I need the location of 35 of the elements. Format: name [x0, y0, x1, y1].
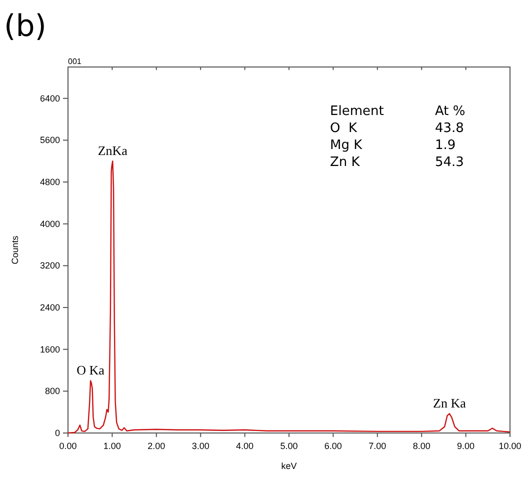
y-tick-label: 4800	[40, 177, 60, 188]
annotation: Element	[330, 104, 384, 119]
x-tick-label: 2.00	[148, 441, 166, 451]
annotation: O K	[330, 121, 358, 136]
x-tick-label: 3.00	[192, 441, 210, 451]
annotation: 43.8	[435, 121, 464, 136]
x-tick-label: 5.00	[280, 441, 298, 451]
annotation: 54.3	[435, 155, 464, 170]
x-tick-label: 1.00	[103, 441, 121, 451]
x-tick-label: 6.00	[324, 441, 342, 451]
y-tick-label: 6400	[40, 93, 60, 104]
x-tick-label: 10.00	[498, 441, 522, 451]
y-axis-title: Counts	[10, 235, 20, 264]
y-tick-label: 1600	[40, 344, 60, 354]
x-tick-label: 7.00	[368, 441, 386, 451]
text: 001	[68, 57, 82, 66]
x-tick-label: 4.00	[236, 441, 254, 451]
annotation: At %	[435, 104, 466, 119]
y-tick-label: 0	[54, 428, 60, 438]
chart-title: (b)	[4, 9, 46, 44]
annotation: 1.9	[435, 138, 456, 153]
y-tick-label: 800	[44, 386, 60, 396]
y-tick-label: 4000	[40, 218, 60, 229]
annotation: O Ka	[76, 362, 105, 378]
annotation: Zn Ka	[433, 396, 466, 411]
annotation: Mg K	[330, 138, 363, 153]
y-tick-label: 5600	[40, 135, 60, 146]
y-tick-label: 2400	[40, 302, 60, 313]
annotation: ZnKa	[98, 143, 128, 158]
x-tick-label: 0.00	[59, 441, 77, 451]
x-axis-title: keV	[281, 461, 297, 471]
x-tick-label: 9.00	[457, 441, 475, 451]
x-tick-label: 8.00	[412, 441, 430, 451]
y-tick-label: 3200	[40, 260, 60, 271]
annotation: Zn K	[330, 155, 360, 170]
